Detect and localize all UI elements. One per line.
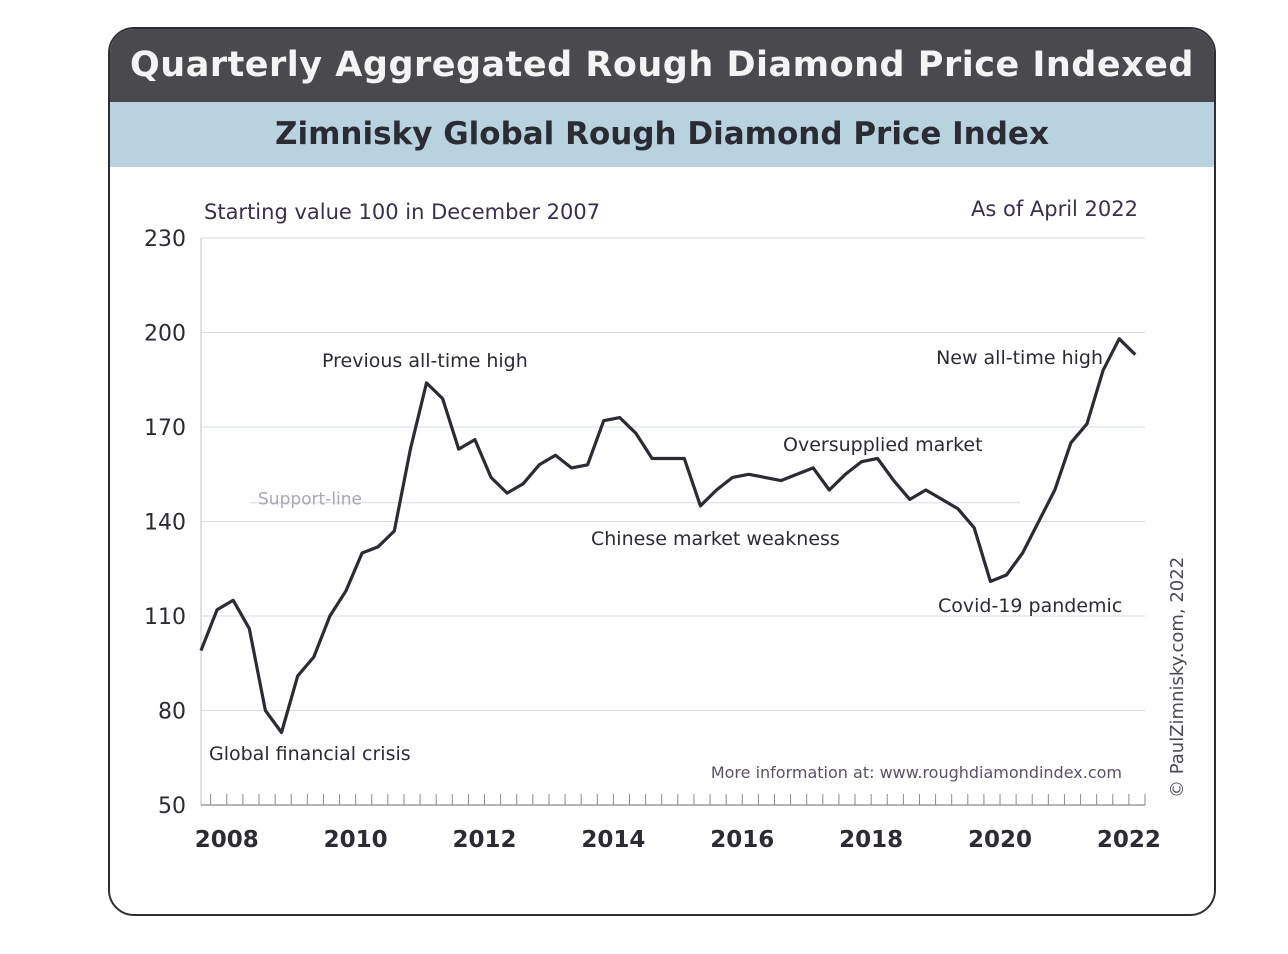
y-tick-label: 140 [144,511,186,536]
y-tick-label: 230 [144,227,186,252]
x-tick-label: 2010 [324,827,388,853]
y-tick-label: 80 [158,700,186,725]
annotation-label: Global financial crisis [209,743,411,765]
copyright-note: © PaulZimnisky.com, 2022 [1167,557,1188,798]
y-tick-label: 50 [158,794,186,819]
chart-card: Quarterly Aggregated Rough Diamond Price… [108,27,1216,916]
y-tick-label: 200 [144,322,186,347]
annotation-label: Chinese market weakness [591,528,840,550]
x-tick-label: 2008 [195,827,259,853]
annotation-label: Previous all-time high [322,350,528,372]
more-info-note: More information at: www.roughdiamondind… [711,763,1122,782]
annotation-label: Covid-19 pandemic [938,595,1122,617]
x-tick-label: 2018 [839,827,903,853]
support-line-label: Support-line [258,490,362,510]
annotation-label: Oversupplied market [783,434,983,456]
starting-value-note: Starting value 100 in December 2007 [204,200,600,224]
x-tick-label: 2020 [968,827,1032,853]
chart-title: Zimnisky Global Rough Diamond Price Inde… [110,102,1214,167]
x-tick-label: 2022 [1097,827,1161,853]
x-tick-label: 2016 [710,827,774,853]
x-tick-label: 2012 [453,827,517,853]
annotation-label: New all-time high [936,347,1103,369]
as-of-note: As of April 2022 [971,197,1138,221]
series-line [199,337,1137,735]
y-tick-label: 170 [144,416,186,441]
x-tick-label: 2014 [581,827,645,853]
y-tick-label: 110 [144,605,186,630]
page-title: Quarterly Aggregated Rough Diamond Price… [110,29,1214,102]
